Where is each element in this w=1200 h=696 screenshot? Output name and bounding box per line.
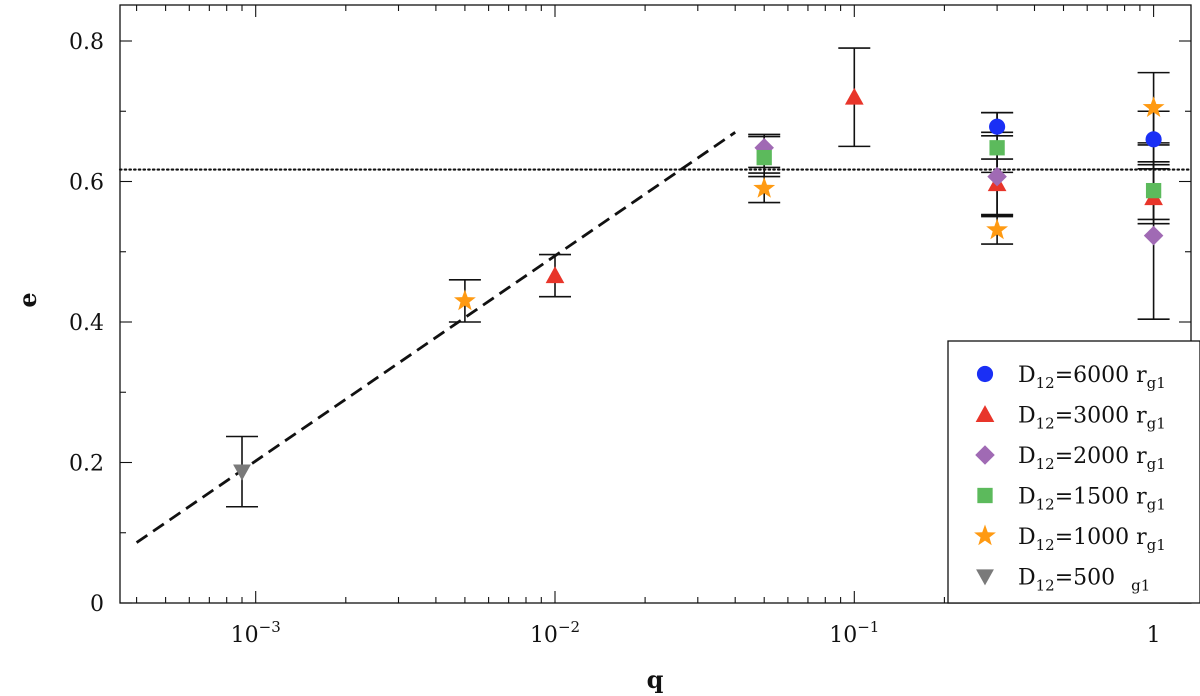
y-tick-label: 0.6 xyxy=(69,171,104,196)
legend-box xyxy=(947,340,1200,604)
legend-entry: D12=1000 rg1 xyxy=(974,524,1166,554)
data-point xyxy=(987,166,1007,187)
data-point xyxy=(1142,96,1165,118)
x-tick-label: 1 xyxy=(1147,623,1161,648)
legend-marker xyxy=(974,524,996,546)
legend-label: D12=6000 rg1 xyxy=(1018,363,1166,392)
axes: 10−3 10−2 10−1 1 0 0.2 0.4 0.6 0.8 xyxy=(69,4,1192,648)
legend-marker xyxy=(977,487,993,504)
dashed-fit-line xyxy=(135,131,736,544)
data-point xyxy=(753,177,776,198)
y-tick-label: 0 xyxy=(90,592,104,617)
data-point xyxy=(453,289,476,311)
plot-area xyxy=(118,47,1193,544)
data-point xyxy=(1143,225,1164,246)
x-tick-label: 10−2 xyxy=(530,618,580,648)
legend-entry: D12=6000 rg1 xyxy=(976,363,1166,392)
legend-entry: D12=1500 rg1 xyxy=(977,485,1166,514)
data-point xyxy=(545,266,565,284)
legend-label: D12=1500 rg1 xyxy=(1018,485,1166,514)
data-point xyxy=(1145,131,1162,148)
x-tick-label: 10−3 xyxy=(231,618,281,648)
legend-entry: D12=2000 rg1 xyxy=(975,444,1166,473)
y-tick-label: 0.8 xyxy=(69,30,104,55)
legend-marker xyxy=(975,445,995,465)
data-point xyxy=(233,464,251,481)
legend-marker xyxy=(976,569,994,586)
legend-marker xyxy=(976,365,994,383)
y-axis-label: e xyxy=(13,292,42,307)
y-tick-label: 0.2 xyxy=(69,452,104,477)
legend-label: D12=500 g1 xyxy=(1018,566,1150,595)
data-point xyxy=(986,218,1009,240)
data-point xyxy=(756,149,772,166)
legend-label: D12=2000 rg1 xyxy=(1018,444,1166,473)
legend-entry: D12=3000 rg1 xyxy=(975,404,1166,433)
x-axis-label: q xyxy=(647,665,664,694)
legend-marker xyxy=(975,405,995,422)
legend-label: D12=3000 rg1 xyxy=(1018,404,1166,433)
y-tick-label: 0.4 xyxy=(69,311,104,336)
legend: D12=6000 rg1 D12=3000 rg1 D12=2000 rg1 D12=… xyxy=(947,340,1200,604)
data-point xyxy=(844,87,864,105)
data-point xyxy=(989,118,1006,135)
data-point xyxy=(989,140,1005,156)
legend-label: D12=1000 rg1 xyxy=(1018,525,1166,554)
legend-entry: D12=500 g1 xyxy=(976,566,1150,595)
plot-frame xyxy=(119,4,1192,604)
x-tick-label: 10−1 xyxy=(829,618,879,648)
data-point xyxy=(1145,182,1162,199)
